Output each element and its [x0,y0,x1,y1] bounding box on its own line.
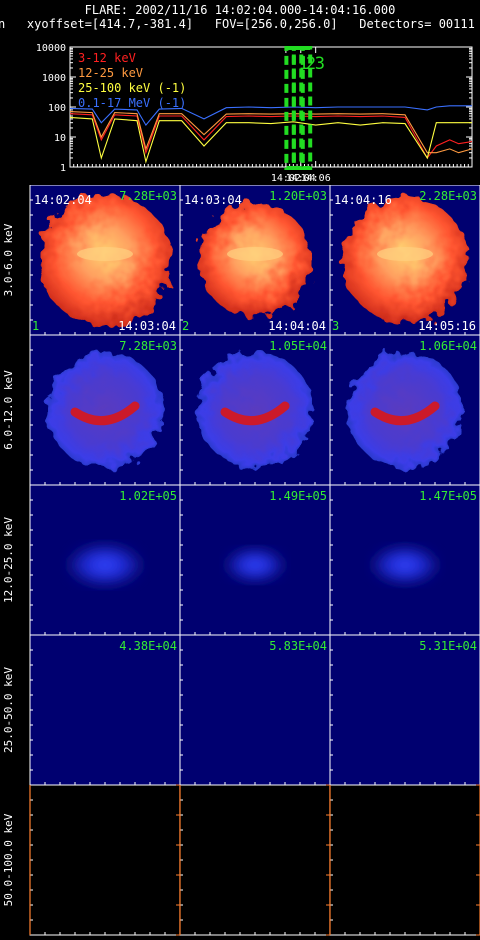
y-tick-label: 100 [48,103,66,114]
source-core [77,247,133,261]
source-emission [67,543,143,587]
source-emission [197,352,313,468]
legend-entry-1: 3-12 keV [78,51,136,65]
row-energy-label-1: 3.0-6.0 keV [2,223,15,296]
source-emission [347,352,463,468]
legend-entry-3: 25-100 keV (-1) [78,81,186,95]
image-panel-bg [30,785,180,935]
source-emission [225,548,285,582]
source-emission [47,352,163,468]
panel-max-value: 7.28E+03 [119,339,177,353]
y-tick-label: 10 [54,133,66,144]
y-tick-label: 10000 [36,43,66,54]
panel-index: 3 [332,319,339,333]
source-core [227,247,283,261]
panel-max-value: 2.28E+03 [419,189,477,203]
panel-max-value: 1.49E+05 [269,489,327,503]
source-core [370,401,440,426]
image-panel-bg [180,785,330,935]
image-panel-bg [330,785,480,935]
header-info: n xyoffset=[414.7,-381.4] FOV=[256.0,256… [0,17,475,31]
image-panel-bg [330,635,480,785]
flare-title: FLARE: 2002/11/16 14:02:04.000-14:04:16.… [84,3,396,17]
x-tick-label: 14:06 [301,173,331,184]
series-line-2 [69,111,473,154]
legend-entry-4: 0.1-17 MeV (-1) [78,96,186,110]
panel-start-time: 14:04:16 [334,193,392,207]
panel-max-value: 1.20E+03 [269,189,327,203]
image-panel-bg [180,635,330,785]
source-emission [371,545,439,585]
panel-max-value: 4.38E+04 [119,639,177,653]
panel-end-time: 14:04:04 [268,319,326,333]
series-line-1 [69,113,473,160]
panel-max-value: 7.28E+03 [119,189,177,203]
panel-max-value: 1.02E+05 [119,489,177,503]
source-core [70,401,140,426]
series-line-4 [69,105,472,127]
interval-box-2 [291,46,304,170]
panel-index: 1 [32,319,39,333]
image-grid: 3.0-6.0 keV 7.28E+03 14:02:04 14:03:04 1 1.20… [2,185,480,936]
panel-index: 2 [182,319,189,333]
row-energy-label-4: 25.0-50.0 keV [2,667,15,753]
row-energy-label-3: 12.0-25.0 keV [2,517,15,603]
interval-label-2: 2 [306,54,316,74]
panel-end-time: 14:05:16 [418,319,476,333]
panel-max-value: 1.06E+04 [419,339,477,353]
x-tick-label: 14:04 [286,173,316,184]
panel-max-value: 5.83E+04 [269,639,327,653]
panel-end-time: 14:03:04 [118,319,176,333]
source-core [220,401,290,426]
panel-max-value: 5.31E+04 [419,639,477,653]
row-energy-label-5: 50.0-100.0 keV [2,813,15,906]
series-line-3 [69,116,472,164]
row-energy-label-2: 6.0-12.0 keV [2,370,15,450]
interval-label-3: 3 [315,54,325,74]
source-core [377,247,433,261]
panel-max-value: 1.05E+04 [269,339,327,353]
interval-box-3 [300,46,313,170]
panel-max-value: 1.47E+05 [419,489,477,503]
y-tick-label: 1000 [42,73,66,84]
x-tick-label: 14:02 [271,173,301,184]
y-tick-label: 1 [60,163,66,174]
interval-box-1 [284,46,296,170]
panel-start-time: 14:03:04 [184,193,242,207]
image-panel-bg [30,635,180,785]
panel-start-time: 14:02:04 [34,193,92,207]
legend-entry-2: 12-25 keV [78,66,143,80]
